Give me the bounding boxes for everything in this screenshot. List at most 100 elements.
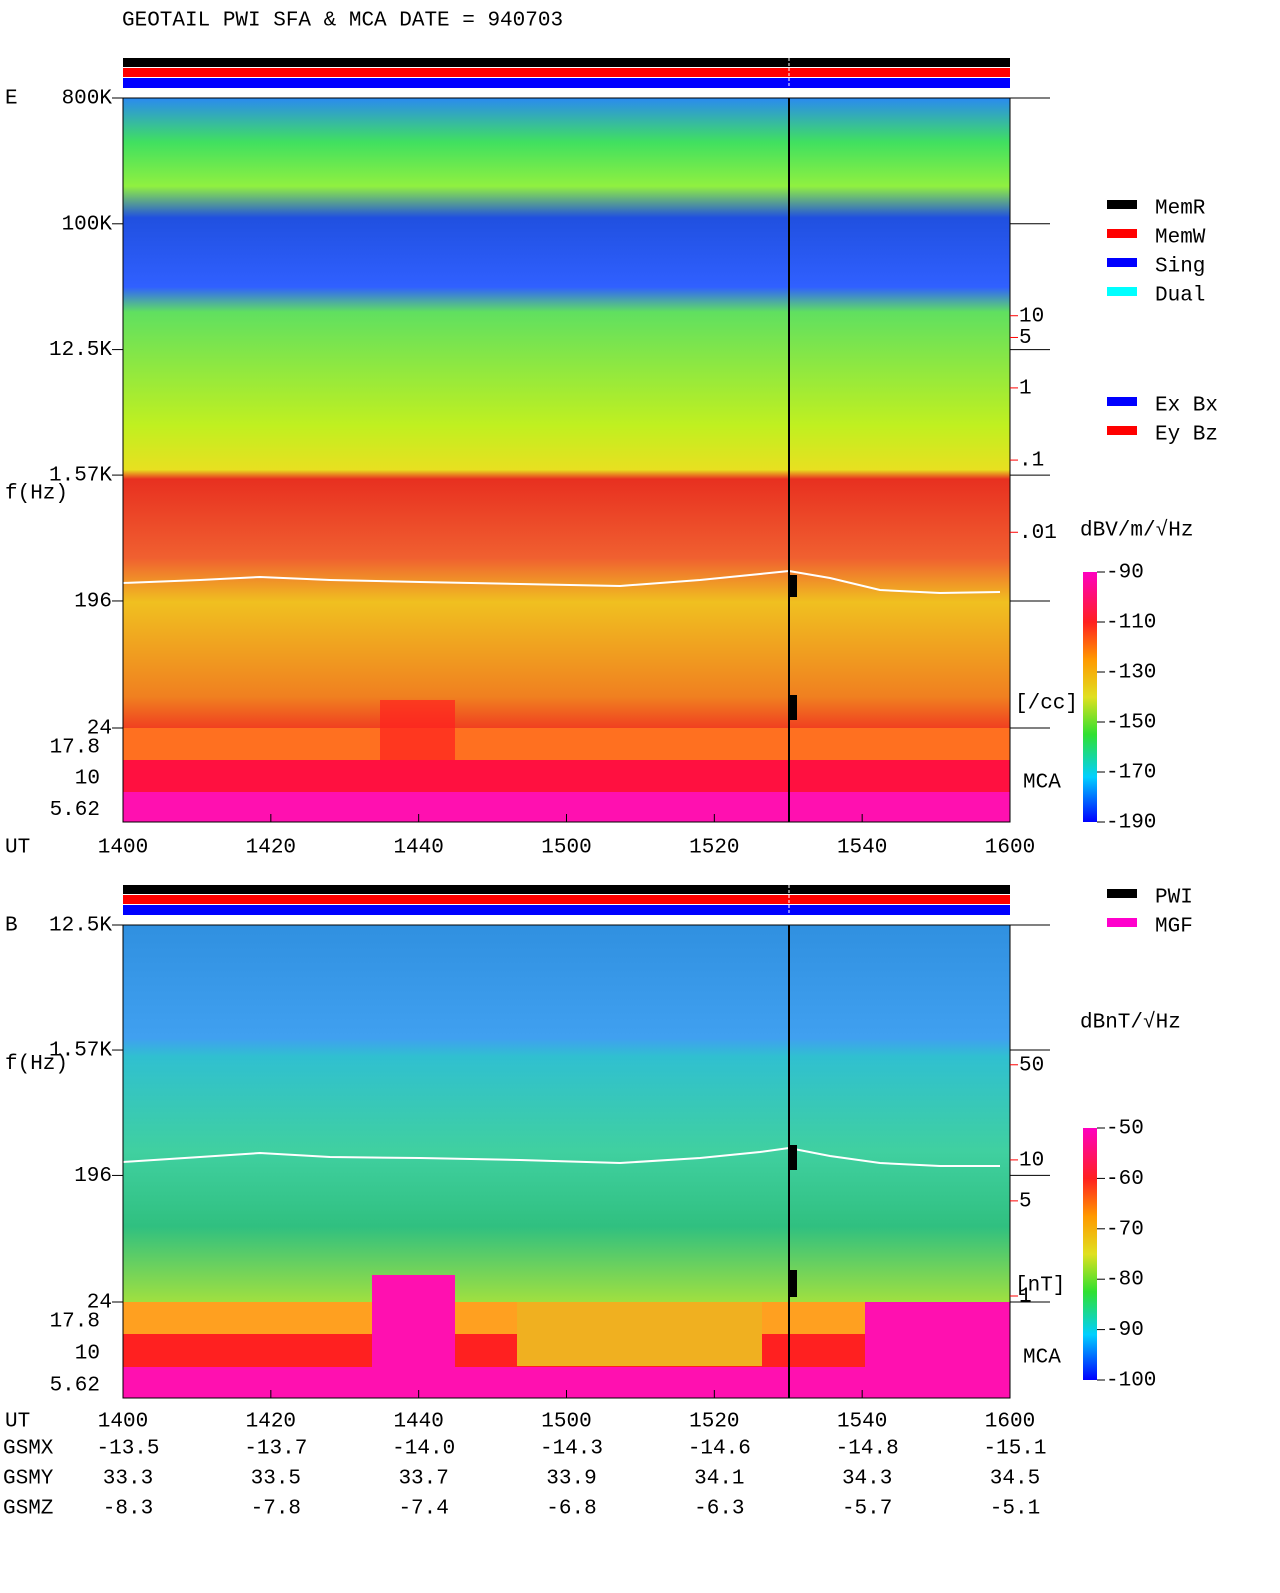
y2-label: [/cc] [1015, 693, 1078, 716]
x-tick-label: 1420 [246, 837, 296, 860]
orbit-value: -14.8 [836, 1438, 899, 1461]
orbit-value: -5.1 [990, 1498, 1040, 1521]
y2-tick-label: 1 [1019, 377, 1032, 400]
colorbar [1083, 572, 1097, 822]
legend-label: MemR [1155, 198, 1206, 221]
orbit-value: 34.5 [990, 1468, 1040, 1491]
x-tick-label: 1420 [246, 1411, 296, 1434]
y2-tick-label: 10 [1019, 1149, 1044, 1172]
x-axis-label: UT [5, 837, 30, 860]
legend-swatch [1107, 918, 1137, 927]
legend-swatch [1107, 258, 1137, 267]
y-tick-label: 24 [87, 1292, 112, 1315]
colorbar-tick-label: -70 [1106, 1218, 1144, 1241]
colorbar-tick-label: -170 [1106, 762, 1156, 785]
y2-tick-label: 50 [1019, 1054, 1044, 1077]
orbit-value: -15.1 [983, 1438, 1046, 1461]
status-bars [123, 58, 1010, 915]
x-tick-label: 1440 [393, 1411, 443, 1434]
y2-tick-label: 1 [1019, 1286, 1032, 1309]
mca-channel-label: 10 [75, 768, 100, 791]
orbit-row-label: GSMZ [3, 1498, 53, 1521]
colorbar-tick-label: -90 [1106, 562, 1144, 585]
x-tick-label: 1520 [689, 1411, 739, 1434]
y-tick-label: 24 [87, 718, 112, 741]
orbit-value: -14.6 [688, 1438, 751, 1461]
y-tick-label: 1.57K [49, 1040, 112, 1063]
orbit-value: -14.0 [392, 1438, 455, 1461]
orbit-value: -6.8 [546, 1498, 596, 1521]
y2-tick-label: 5 [1019, 327, 1032, 350]
colorbar-tick-label: -50 [1106, 1118, 1144, 1141]
x-tick-label: 1500 [541, 1411, 591, 1434]
y-tick-label: 100K [62, 213, 113, 236]
y-axis-label: f(Hz) [5, 483, 68, 506]
y-tick-label: 12.5K [49, 339, 112, 362]
colorbar-tick-label: -100 [1106, 1370, 1156, 1393]
title: GEOTAIL PWI SFA & MCA DATE = 940703 [122, 10, 563, 33]
y-axis-label: f(Hz) [5, 1053, 68, 1076]
x-axis-label: UT [5, 1411, 30, 1434]
orbit-value: 33.7 [398, 1468, 448, 1491]
x-tick-label: 1440 [393, 837, 443, 860]
y2-tick-label: .01 [1019, 522, 1057, 545]
legend-label: Ex Bx [1155, 395, 1218, 418]
legend-swatch [1107, 889, 1137, 898]
mca-label: MCA [1023, 1347, 1061, 1370]
mca-channel-label: 10 [75, 1343, 100, 1366]
orbit-value: -8.3 [103, 1498, 153, 1521]
orbit-value: -7.8 [251, 1498, 301, 1521]
orbit-value: -5.7 [842, 1498, 892, 1521]
colorbar-tick-label: -80 [1106, 1269, 1144, 1292]
orbit-value: 34.1 [694, 1468, 744, 1491]
legend-swatch [1107, 426, 1137, 435]
colorbar-tick-label: -190 [1106, 812, 1156, 835]
legend-label: MGF [1155, 916, 1193, 939]
x-tick-label: 1600 [985, 1411, 1035, 1434]
legend-swatch [1107, 287, 1137, 296]
orbit-value: -6.3 [694, 1498, 744, 1521]
orbit-value: -7.4 [398, 1498, 448, 1521]
orbit-value: 33.5 [251, 1468, 301, 1491]
orbit-row-label: GSMX [3, 1438, 54, 1461]
mca-channel-label: 5.62 [50, 799, 100, 822]
y-tick-label: 12.5K [49, 915, 112, 938]
orbit-value: 33.9 [546, 1468, 596, 1491]
orbit-row-label: GSMY [3, 1468, 54, 1491]
mca-label: MCA [1023, 772, 1061, 795]
legend-label: Sing [1155, 256, 1205, 279]
spectrogram-b [122, 925, 1010, 1398]
x-tick-label: 1400 [98, 1411, 148, 1434]
x-tick-label: 1540 [837, 837, 887, 860]
y-tick-label: 196 [74, 1165, 112, 1188]
mca-channel-label: 5.62 [50, 1375, 100, 1398]
x-tick-label: 1540 [837, 1411, 887, 1434]
panel-label: E [5, 88, 18, 111]
y-tick-label: 1.57K [49, 465, 112, 488]
orbit-value: 33.3 [103, 1468, 153, 1491]
mca-channel-label: 17.8 [50, 1311, 100, 1334]
y2-tick-label: .1 [1019, 450, 1044, 473]
x-tick-label: 1600 [985, 837, 1035, 860]
mca-channel-label: 17.8 [50, 736, 100, 759]
legend-label: Ey Bz [1155, 424, 1218, 447]
x-tick-label: 1520 [689, 837, 739, 860]
y-tick-label: 800K [62, 88, 113, 111]
legend-label: MemW [1155, 227, 1206, 250]
orbit-value: -14.3 [540, 1438, 603, 1461]
panel-label: B [5, 915, 18, 938]
orbit-value: -13.7 [244, 1438, 307, 1461]
colorbar-tick-label: -90 [1106, 1319, 1144, 1342]
colorbar [1083, 1128, 1097, 1380]
colorbar-tick-label: -60 [1106, 1168, 1144, 1191]
x-tick-label: 1400 [98, 837, 148, 860]
legend-swatch [1107, 229, 1137, 238]
legend-swatch [1107, 397, 1137, 406]
x-tick-label: 1500 [541, 837, 591, 860]
colorbar-tick-label: -110 [1106, 612, 1156, 635]
y2-label: [nT] [1015, 1275, 1065, 1298]
y-tick-label: 196 [74, 591, 112, 614]
spectrogram-e [122, 98, 1010, 822]
colorbar-tick-label: -150 [1106, 712, 1156, 735]
